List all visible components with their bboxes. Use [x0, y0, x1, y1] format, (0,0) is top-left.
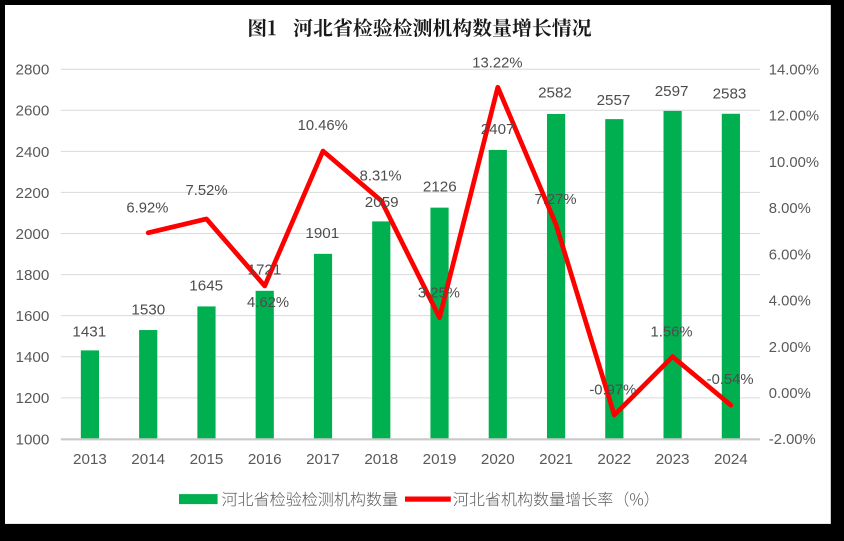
- svg-text:1400: 1400: [16, 349, 50, 366]
- svg-text:2000: 2000: [16, 226, 50, 243]
- svg-text:2014: 2014: [131, 451, 165, 468]
- svg-text:2021: 2021: [539, 451, 573, 468]
- svg-text:7.52%: 7.52%: [186, 183, 228, 199]
- svg-text:12.00%: 12.00%: [769, 109, 819, 125]
- svg-text:4.62%: 4.62%: [247, 295, 289, 311]
- svg-text:2.00%: 2.00%: [769, 340, 811, 356]
- svg-text:2023: 2023: [656, 451, 690, 468]
- svg-text:2407: 2407: [481, 121, 515, 138]
- svg-text:2597: 2597: [655, 83, 689, 100]
- svg-text:-2.00%: -2.00%: [769, 432, 816, 448]
- svg-text:8.00%: 8.00%: [769, 201, 811, 217]
- svg-text:10.00%: 10.00%: [769, 155, 819, 171]
- svg-text:2013: 2013: [73, 451, 107, 468]
- svg-text:1200: 1200: [16, 390, 50, 407]
- svg-text:1431: 1431: [72, 323, 106, 340]
- svg-text:10.46%: 10.46%: [298, 118, 348, 134]
- svg-text:2583: 2583: [713, 86, 747, 103]
- svg-text:2017: 2017: [306, 451, 340, 468]
- svg-text:2582: 2582: [538, 84, 572, 101]
- svg-text:2024: 2024: [714, 451, 748, 468]
- svg-text:13.22%: 13.22%: [472, 55, 522, 71]
- svg-text:4.00%: 4.00%: [769, 294, 811, 310]
- svg-text:2022: 2022: [597, 451, 631, 468]
- svg-text:1800: 1800: [16, 267, 50, 284]
- svg-text:2019: 2019: [423, 451, 457, 468]
- svg-text:2557: 2557: [597, 92, 631, 109]
- svg-text:2600: 2600: [16, 103, 50, 120]
- svg-text:1645: 1645: [189, 278, 223, 295]
- svg-text:2059: 2059: [365, 194, 399, 211]
- svg-text:1000: 1000: [16, 431, 50, 448]
- svg-text:2020: 2020: [481, 451, 515, 468]
- svg-text:1600: 1600: [16, 308, 50, 325]
- svg-text:1530: 1530: [131, 302, 165, 319]
- svg-text:-0.97%: -0.97%: [589, 383, 636, 399]
- svg-text:0.00%: 0.00%: [769, 386, 811, 402]
- svg-text:1901: 1901: [305, 225, 339, 242]
- svg-text:2016: 2016: [248, 451, 282, 468]
- svg-text:2400: 2400: [16, 144, 50, 161]
- svg-text:2018: 2018: [364, 451, 398, 468]
- svg-text:3.25%: 3.25%: [418, 285, 460, 301]
- svg-text:2015: 2015: [190, 451, 224, 468]
- svg-text:6.00%: 6.00%: [769, 247, 811, 263]
- svg-text:8.31%: 8.31%: [360, 169, 402, 185]
- svg-text:6.92%: 6.92%: [126, 201, 168, 217]
- svg-text:1721: 1721: [248, 262, 282, 279]
- svg-text:7.27%: 7.27%: [535, 192, 577, 208]
- svg-text:2126: 2126: [423, 179, 457, 196]
- svg-text:-0.54%: -0.54%: [707, 372, 754, 388]
- svg-text:14.00%: 14.00%: [769, 63, 819, 79]
- svg-text:2800: 2800: [16, 62, 50, 79]
- svg-text:1.56%: 1.56%: [651, 324, 693, 340]
- svg-text:2200: 2200: [16, 185, 50, 202]
